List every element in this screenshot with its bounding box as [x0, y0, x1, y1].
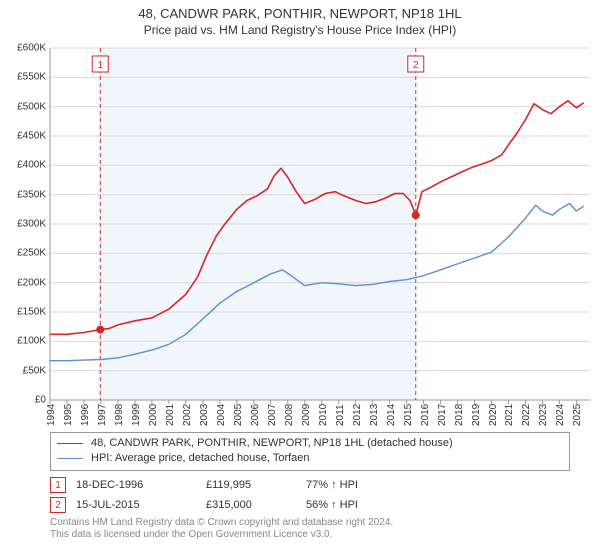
x-tick-label: 1999 [131, 404, 142, 426]
transaction-table: 1 18-DEC-1996 £119,995 77% ↑ HPI 2 15-JUL-201… [50, 477, 590, 513]
x-tick-label: 2016 [420, 404, 431, 426]
x-tick-label: 1995 [63, 404, 74, 426]
x-tick-label: 1998 [114, 404, 125, 426]
x-tick-label: 2017 [437, 404, 448, 426]
x-tick-label: 2013 [369, 404, 380, 426]
x-tick-label: 2012 [352, 404, 363, 426]
transaction-number: 2 [413, 60, 419, 71]
transaction-row-number-box: 2 [50, 497, 66, 513]
x-tick-label: 2019 [471, 404, 482, 426]
transaction-number: 1 [97, 60, 103, 71]
footer-line-1: Contains HM Land Registry data © Crown c… [50, 517, 590, 529]
legend-row-price_paid: 48, CANDWR PARK, PONTHIR, NEWPORT, NP18 … [57, 436, 563, 451]
transaction-row: 1 18-DEC-1996 £119,995 77% ↑ HPI [50, 477, 590, 493]
transaction-price: £315,000 [206, 499, 296, 511]
x-tick-label: 2022 [521, 404, 532, 426]
figure: 48, CANDWR PARK, PONTHIR, NEWPORT, NP18 … [0, 0, 600, 560]
y-tick-label: £50K [23, 365, 46, 376]
y-tick-label: £400K [17, 160, 46, 171]
title-subtitle: Price paid vs. HM Land Registry's House … [0, 23, 600, 37]
x-tick-label: 2007 [267, 404, 278, 426]
x-tick-label: 2025 [572, 404, 583, 426]
transaction-pct-vs-hpi: 56% ↑ HPI [306, 499, 396, 511]
x-tick-label: 2008 [284, 404, 295, 426]
x-tick-label: 1997 [97, 404, 108, 426]
y-tick-label: £500K [17, 101, 46, 112]
x-tick-label: 2004 [216, 404, 227, 426]
x-tick-label: 2000 [148, 404, 159, 426]
legend-row-hpi: HPI: Average price, detached house, Torf… [57, 451, 563, 466]
x-tick-label: 2020 [488, 404, 499, 426]
y-tick-label: £600K [17, 43, 46, 54]
x-tick-label: 2005 [233, 404, 244, 426]
transaction-price: £119,995 [206, 479, 296, 491]
y-tick-label: £550K [17, 72, 46, 83]
x-tick-label: 2021 [504, 404, 515, 426]
y-tick-label: £450K [17, 131, 46, 142]
transaction-date: 15-JUL-2015 [76, 499, 196, 511]
x-tick-label: 2009 [301, 404, 312, 426]
y-tick-label: £300K [17, 219, 46, 230]
x-tick-label: 2014 [386, 404, 397, 426]
legend-swatch [57, 443, 83, 444]
x-tick-label: 2023 [538, 404, 549, 426]
x-tick-label: 1996 [80, 404, 91, 426]
legend-series-box: 48, CANDWR PARK, PONTHIR, NEWPORT, NP18 … [50, 432, 570, 471]
transaction-row: 2 15-JUL-2015 £315,000 56% ↑ HPI [50, 497, 590, 513]
transaction-row-number-box: 1 [50, 477, 66, 493]
x-tick-label: 2018 [454, 404, 465, 426]
x-tick-label: 2010 [318, 404, 329, 426]
chart-svg: 12 [50, 48, 590, 400]
y-tick-label: £350K [17, 189, 46, 200]
legend-label: HPI: Average price, detached house, Torf… [91, 451, 310, 466]
x-tick-label: 2015 [403, 404, 414, 426]
chart-plot-area: 12£0£50K£100K£150K£200K£250K£300K£350K£4… [50, 48, 590, 400]
x-tick-label: 2002 [182, 404, 193, 426]
y-tick-label: £0 [35, 395, 46, 406]
titles: 48, CANDWR PARK, PONTHIR, NEWPORT, NP18 … [0, 0, 600, 37]
y-tick-label: £100K [17, 336, 46, 347]
legend-label: 48, CANDWR PARK, PONTHIR, NEWPORT, NP18 … [91, 436, 453, 451]
transaction-date: 18-DEC-1996 [76, 479, 196, 491]
legend-swatch [57, 458, 83, 459]
y-tick-label: £200K [17, 277, 46, 288]
x-tick-label: 2024 [555, 404, 566, 426]
x-tick-label: 1994 [46, 404, 57, 426]
title-address: 48, CANDWR PARK, PONTHIR, NEWPORT, NP18 … [0, 6, 600, 21]
x-tick-label: 2003 [199, 404, 210, 426]
x-tick-label: 2006 [250, 404, 261, 426]
footer-line-2: This data is licensed under the Open Gov… [50, 529, 590, 541]
y-tick-label: £150K [17, 307, 46, 318]
transaction-pct-vs-hpi: 77% ↑ HPI [306, 479, 396, 491]
x-tick-label: 2011 [335, 404, 346, 426]
y-tick-label: £250K [17, 248, 46, 259]
x-tick-label: 2001 [165, 404, 176, 426]
below-chart-area: 48, CANDWR PARK, PONTHIR, NEWPORT, NP18 … [50, 432, 590, 541]
footer-attribution: Contains HM Land Registry data © Crown c… [50, 517, 590, 541]
